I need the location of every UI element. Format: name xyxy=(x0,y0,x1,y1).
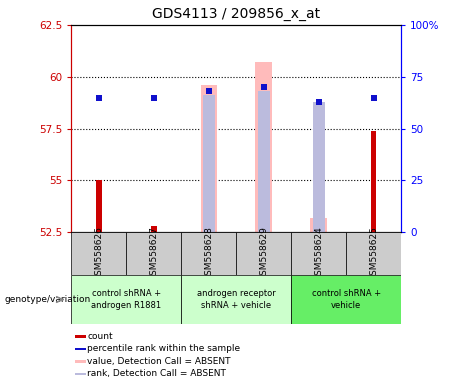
Bar xyxy=(126,232,181,275)
Bar xyxy=(291,275,401,324)
Bar xyxy=(255,62,272,232)
Bar xyxy=(201,85,217,232)
Bar xyxy=(71,232,126,275)
Bar xyxy=(75,372,86,375)
Bar xyxy=(151,226,157,232)
Bar xyxy=(71,275,181,324)
Text: genotype/variation: genotype/variation xyxy=(5,295,91,304)
Bar xyxy=(181,275,291,324)
Text: androgen receptor
shRNA + vehicle: androgen receptor shRNA + vehicle xyxy=(197,289,276,310)
Bar xyxy=(258,91,270,232)
Text: GSM558627: GSM558627 xyxy=(149,226,159,281)
Bar xyxy=(346,232,401,275)
Bar xyxy=(236,232,291,275)
Title: GDS4113 / 209856_x_at: GDS4113 / 209856_x_at xyxy=(152,7,320,21)
Bar xyxy=(291,232,346,275)
Bar xyxy=(75,348,86,350)
Text: GSM558629: GSM558629 xyxy=(259,226,268,281)
Text: GSM558628: GSM558628 xyxy=(204,226,213,281)
Text: GSM558625: GSM558625 xyxy=(369,226,378,281)
Bar xyxy=(371,131,376,232)
Bar xyxy=(181,232,236,275)
Bar xyxy=(203,96,215,232)
Text: control shRNA +
vehicle: control shRNA + vehicle xyxy=(312,289,381,310)
Bar xyxy=(75,360,86,363)
Text: percentile rank within the sample: percentile rank within the sample xyxy=(88,344,241,353)
Text: GSM558624: GSM558624 xyxy=(314,226,323,281)
Text: value, Detection Call = ABSENT: value, Detection Call = ABSENT xyxy=(88,357,231,366)
Bar xyxy=(96,180,102,232)
Bar xyxy=(75,335,86,338)
Text: GSM558626: GSM558626 xyxy=(95,226,103,281)
Text: rank, Detection Call = ABSENT: rank, Detection Call = ABSENT xyxy=(88,369,226,378)
Text: count: count xyxy=(88,332,113,341)
Bar xyxy=(313,102,325,232)
Bar xyxy=(310,218,327,232)
Text: control shRNA +
androgen R1881: control shRNA + androgen R1881 xyxy=(91,289,161,310)
